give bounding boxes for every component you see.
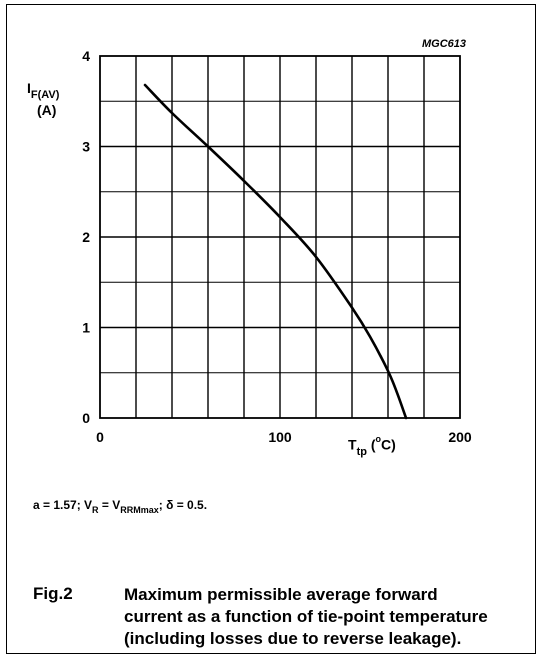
caption-line-1: Maximum permissible average forward (124, 585, 438, 604)
y-label-main: I (27, 80, 31, 96)
y-tick-label-2: 2 (82, 229, 90, 245)
y-tick-label-4: 4 (82, 48, 90, 64)
curves (143, 83, 408, 420)
x-tick-label-2: 200 (448, 429, 472, 445)
y-label-unit: (A) (37, 102, 57, 118)
figure-frame (6, 4, 536, 654)
plot-frame (99, 55, 461, 419)
cond-delta: ; δ = 0.5. (158, 498, 208, 512)
x-label-degree: o (375, 434, 382, 444)
figure-caption: Maximum permissible average forward curr… (124, 584, 524, 650)
y-label-sub: F(AV) (30, 89, 60, 101)
cond-a: a = 1.57; V (33, 498, 93, 512)
y-tick-label-0: 0 (82, 410, 90, 426)
x-tick-label-1: 100 (268, 429, 292, 445)
x-label-unit-open: ( (366, 436, 376, 453)
cond-eq: = V (98, 498, 121, 512)
cond-vr-sub: R (92, 505, 99, 515)
y-tick-label-1: 1 (82, 320, 90, 336)
figure-number: Fig.2 (33, 584, 73, 603)
y-tick-label-3: 3 (82, 139, 90, 155)
caption-line-3: (including losses due to reverse leakage… (124, 629, 462, 648)
x-tick-label-0: 0 (96, 429, 104, 445)
y-axis-label: IF(AV) (A) (27, 78, 59, 120)
cond-vrrm-sub: RRMmax (120, 505, 159, 515)
x-axis-label: Ttp (oC) (348, 434, 396, 458)
tick-labels: 0 1 2 3 4 0 100 200 (82, 48, 472, 445)
conditions-text: a = 1.57; VR = VRRMmax; δ = 0.5. (33, 498, 208, 515)
grid (100, 56, 460, 418)
figure-code: MGC613 (422, 38, 467, 50)
plot-border (99, 55, 461, 419)
x-label-sub: tp (356, 445, 367, 458)
x-label-unit-c: C) (381, 436, 396, 453)
x-label-main: T (348, 436, 357, 453)
caption-line-2: current as a function of tie-point tempe… (124, 607, 488, 626)
series-line-0 (143, 83, 408, 420)
